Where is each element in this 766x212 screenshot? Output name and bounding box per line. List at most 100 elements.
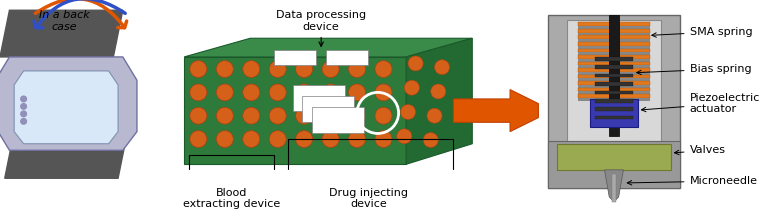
Bar bbox=[578, 62, 650, 65]
Polygon shape bbox=[5, 132, 127, 178]
Circle shape bbox=[216, 131, 234, 148]
Circle shape bbox=[21, 119, 27, 124]
Circle shape bbox=[430, 84, 446, 99]
Circle shape bbox=[269, 84, 286, 101]
Circle shape bbox=[322, 107, 339, 124]
Bar bbox=[578, 55, 650, 59]
Circle shape bbox=[190, 84, 207, 101]
Circle shape bbox=[296, 131, 313, 148]
Bar bbox=[578, 78, 650, 81]
Circle shape bbox=[296, 107, 313, 124]
Bar bbox=[578, 26, 650, 29]
Circle shape bbox=[349, 107, 365, 124]
Bar bbox=[612, 174, 616, 202]
Circle shape bbox=[408, 56, 423, 71]
Circle shape bbox=[269, 61, 286, 77]
Circle shape bbox=[269, 107, 286, 124]
Bar bbox=[578, 52, 650, 55]
Bar bbox=[578, 39, 650, 42]
Bar bbox=[591, 99, 637, 127]
Circle shape bbox=[190, 131, 207, 148]
Bar bbox=[548, 15, 680, 188]
Circle shape bbox=[349, 131, 365, 148]
Text: SMA spring: SMA spring bbox=[652, 27, 752, 37]
Bar bbox=[595, 91, 633, 94]
Circle shape bbox=[349, 61, 365, 77]
Bar bbox=[312, 107, 364, 134]
Circle shape bbox=[322, 84, 339, 101]
Bar bbox=[595, 65, 633, 69]
Bar bbox=[567, 20, 661, 141]
Bar bbox=[578, 29, 650, 33]
Circle shape bbox=[190, 107, 207, 124]
Text: Bias spring: Bias spring bbox=[637, 64, 751, 75]
Bar bbox=[578, 75, 650, 78]
Circle shape bbox=[21, 111, 27, 117]
Bar bbox=[578, 22, 650, 26]
Circle shape bbox=[322, 131, 339, 148]
Bar bbox=[578, 91, 650, 94]
Text: Blood
extracting device: Blood extracting device bbox=[183, 188, 280, 209]
Bar bbox=[578, 59, 650, 62]
Bar bbox=[558, 144, 670, 170]
Circle shape bbox=[296, 84, 313, 101]
Circle shape bbox=[296, 61, 313, 77]
Polygon shape bbox=[406, 38, 473, 164]
Bar bbox=[274, 50, 316, 65]
Polygon shape bbox=[604, 170, 624, 202]
Polygon shape bbox=[14, 71, 118, 144]
Bar bbox=[578, 85, 650, 88]
Circle shape bbox=[375, 107, 392, 124]
Bar bbox=[595, 74, 633, 77]
Polygon shape bbox=[0, 10, 123, 57]
Bar bbox=[578, 35, 650, 39]
Bar bbox=[578, 81, 650, 85]
Polygon shape bbox=[453, 90, 538, 132]
Circle shape bbox=[216, 107, 234, 124]
Bar bbox=[578, 94, 650, 98]
Circle shape bbox=[190, 61, 207, 77]
Circle shape bbox=[434, 60, 450, 75]
Bar bbox=[595, 99, 633, 103]
Bar bbox=[326, 50, 368, 65]
Circle shape bbox=[216, 61, 234, 77]
Circle shape bbox=[21, 96, 27, 102]
Circle shape bbox=[401, 105, 416, 120]
Circle shape bbox=[216, 84, 234, 101]
Circle shape bbox=[404, 80, 419, 95]
Circle shape bbox=[243, 84, 260, 101]
Bar bbox=[578, 68, 650, 72]
Bar bbox=[548, 141, 680, 188]
Circle shape bbox=[349, 84, 365, 101]
Bar bbox=[595, 107, 633, 111]
Circle shape bbox=[375, 131, 392, 148]
Bar bbox=[578, 98, 650, 101]
Bar bbox=[578, 88, 650, 91]
Circle shape bbox=[269, 131, 286, 148]
Bar bbox=[595, 82, 633, 86]
Text: Piezoelectric
actuator: Piezoelectric actuator bbox=[641, 93, 760, 114]
Bar bbox=[578, 49, 650, 52]
Circle shape bbox=[243, 107, 260, 124]
Circle shape bbox=[427, 108, 442, 123]
Bar bbox=[578, 72, 650, 75]
Bar bbox=[578, 33, 650, 35]
Bar bbox=[595, 57, 633, 61]
Bar bbox=[293, 85, 345, 111]
Polygon shape bbox=[184, 38, 473, 57]
Polygon shape bbox=[184, 57, 406, 164]
Circle shape bbox=[375, 84, 392, 101]
Text: In a back
case: In a back case bbox=[39, 10, 90, 32]
Circle shape bbox=[423, 132, 438, 148]
Text: Data processing
device: Data processing device bbox=[276, 10, 366, 46]
Text: Drug injecting
device: Drug injecting device bbox=[329, 188, 408, 209]
Circle shape bbox=[243, 61, 260, 77]
Bar bbox=[578, 46, 650, 49]
Circle shape bbox=[243, 131, 260, 148]
Text: Microneedle: Microneedle bbox=[627, 176, 758, 186]
Circle shape bbox=[375, 61, 392, 77]
Text: Valves: Valves bbox=[675, 145, 725, 155]
Bar bbox=[609, 15, 619, 136]
Circle shape bbox=[397, 129, 412, 144]
Bar bbox=[595, 116, 633, 120]
